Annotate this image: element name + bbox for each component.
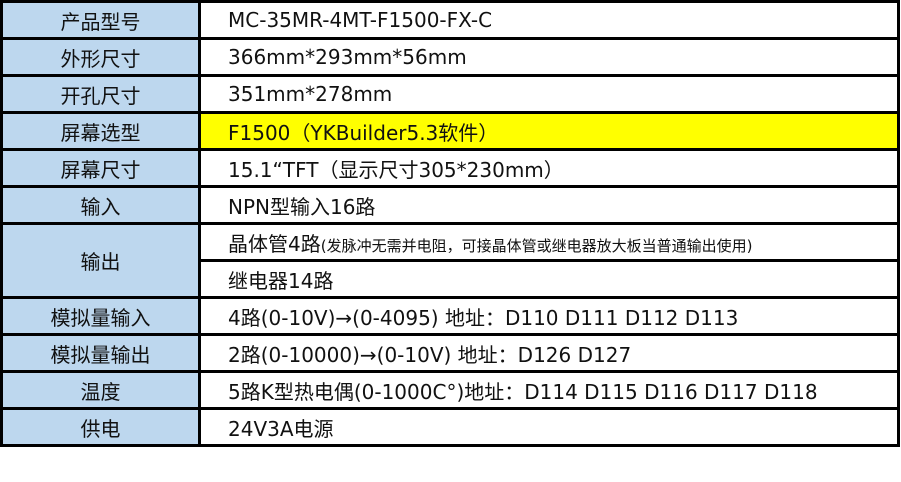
- table-row: 供电 24V3A电源: [0, 407, 900, 447]
- row-label: 温度: [0, 370, 201, 410]
- row-label: 模拟量输入: [0, 296, 201, 336]
- row-value: 351mm*278mm: [198, 74, 900, 114]
- spec-table: 产品型号 MC-35MR-4MT-F1500-FX-C 外形尺寸 366mm*2…: [0, 0, 900, 447]
- table-row: 模拟量输入 4路(0-10V)→(0-4095) 地址：D110 D111 D1…: [0, 296, 900, 336]
- table-row: 屏幕选型 F1500（YKBuilder5.3软件）: [0, 111, 900, 151]
- row-value: 15.1“TFT（显示尺寸305*230mm）: [198, 148, 900, 188]
- row-value-highlighted: F1500（YKBuilder5.3软件）: [198, 111, 900, 151]
- table-row: 继电器14路: [2, 259, 900, 299]
- row-value: NPN型输入16路: [198, 185, 900, 225]
- row-value: 晶体管4路(发脉冲无需并电阻，可接晶体管或继电器放大板当普通输出使用): [198, 222, 900, 262]
- table-row: 输入 NPN型输入16路: [0, 185, 900, 225]
- row-label: 屏幕选型: [0, 111, 201, 151]
- row-label: 供电: [0, 407, 201, 447]
- row-label: 输出: [0, 222, 201, 299]
- table-row: 产品型号 MC-35MR-4MT-F1500-FX-C: [0, 0, 900, 40]
- row-label: 屏幕尺寸: [0, 148, 201, 188]
- row-value: MC-35MR-4MT-F1500-FX-C: [198, 0, 900, 40]
- row-label: 外形尺寸: [0, 37, 201, 77]
- table-row: 模拟量输出 2路(0-10000)→(0-10V) 地址：D126 D127: [0, 333, 900, 373]
- row-label: 开孔尺寸: [0, 74, 201, 114]
- table-row: 开孔尺寸 351mm*278mm: [0, 74, 900, 114]
- row-value: 2路(0-10000)→(0-10V) 地址：D126 D127: [198, 333, 900, 373]
- row-value: 继电器14路: [198, 259, 900, 299]
- output-note: (发脉冲无需并电阻，可接晶体管或继电器放大板当普通输出使用): [320, 236, 753, 255]
- row-label: 输入: [0, 185, 201, 225]
- table-row: 屏幕尺寸 15.1“TFT（显示尺寸305*230mm）: [0, 148, 900, 188]
- row-label: 产品型号: [0, 0, 201, 40]
- table-row: 外形尺寸 366mm*293mm*56mm: [0, 37, 900, 77]
- row-value: 366mm*293mm*56mm: [198, 37, 900, 77]
- row-value: 5路K型热电偶(0-1000C°)地址：D114 D115 D116 D117 …: [198, 370, 900, 410]
- row-value: 4路(0-10V)→(0-4095) 地址：D110 D111 D112 D11…: [198, 296, 900, 336]
- table-row: 输出 晶体管4路(发脉冲无需并电阻，可接晶体管或继电器放大板当普通输出使用): [0, 222, 900, 299]
- output-transistor: 晶体管4路: [228, 231, 321, 256]
- row-value: 24V3A电源: [198, 407, 900, 447]
- table-row: 温度 5路K型热电偶(0-1000C°)地址：D114 D115 D116 D1…: [0, 370, 900, 410]
- row-label: 模拟量输出: [0, 333, 201, 373]
